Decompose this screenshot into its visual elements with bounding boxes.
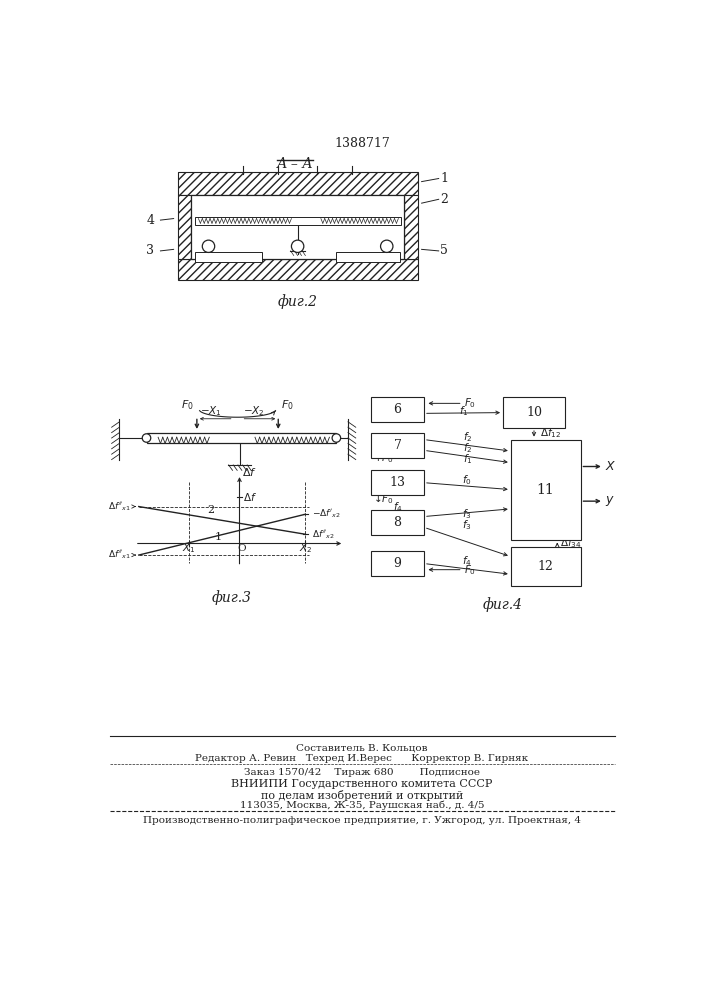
Bar	[193, 197, 402, 214]
Bar	[313, 197, 402, 225]
Bar	[146, 433, 337, 443]
Text: $F_0$: $F_0$	[464, 563, 477, 577]
Bar	[510, 440, 580, 540]
Circle shape	[291, 240, 304, 252]
Bar	[177, 195, 192, 259]
Text: 1: 1	[440, 172, 448, 185]
Text: $f_1$: $f_1$	[462, 452, 472, 466]
Text: 8: 8	[394, 516, 402, 529]
Bar	[371, 397, 424, 422]
Circle shape	[142, 434, 151, 442]
Text: $f_0$: $f_0$	[462, 473, 472, 487]
Text: Редактор А. Ревин   Техред И.Верес      Корректор В. Гирняк: Редактор А. Ревин Техред И.Верес Коррект…	[195, 754, 529, 763]
Text: $y$: $y$	[605, 494, 615, 508]
Text: $↑F_0$: $↑F_0$	[373, 451, 394, 465]
Text: 9: 9	[394, 557, 402, 570]
Text: 7: 7	[394, 439, 402, 452]
Text: $\Delta f$: $\Delta f$	[242, 466, 257, 478]
Bar	[177, 172, 418, 195]
Text: $\Delta f''_{x2}$: $\Delta f''_{x2}$	[312, 528, 334, 541]
Bar	[313, 197, 402, 225]
Bar	[371, 433, 424, 458]
Text: $-\Delta f'_{x2}$: $-\Delta f'_{x2}$	[312, 508, 340, 520]
Text: $f_3$: $f_3$	[462, 518, 472, 532]
Text: $F_0$: $F_0$	[181, 398, 194, 412]
Bar	[371, 510, 424, 535]
Text: 2: 2	[440, 193, 448, 206]
Text: $f_2$: $f_2$	[462, 441, 472, 455]
Bar	[194, 252, 262, 262]
Text: $X_2$: $X_2$	[298, 541, 312, 555]
Text: по делам изобретений и открытий: по делам изобретений и открытий	[261, 790, 463, 801]
Bar	[177, 259, 418, 280]
Text: $f_4$: $f_4$	[392, 500, 402, 514]
Text: Составитель В. Кольцов: Составитель В. Кольцов	[296, 744, 428, 753]
Text: Производственно-полиграфическое предприятие, г. Ужгород, ул. Проектная, 4: Производственно-полиграфическое предприя…	[143, 816, 581, 825]
Text: 1388717: 1388717	[334, 137, 390, 150]
Bar	[336, 252, 400, 262]
Text: $\Delta f_{12}$: $\Delta f_{12}$	[540, 426, 561, 440]
Text: $\Delta f''_{x1}$: $\Delta f''_{x1}$	[108, 549, 131, 561]
Text: $\Delta f$: $\Delta f$	[243, 491, 257, 503]
Text: фиг.2: фиг.2	[278, 294, 317, 309]
Text: 11: 11	[537, 483, 554, 497]
Circle shape	[202, 240, 215, 252]
Text: $\Delta f''_{x1}$: $\Delta f''_{x1}$	[108, 500, 131, 513]
Text: $X$: $X$	[605, 460, 617, 473]
Text: $\Delta f_{34}$: $\Delta f_{34}$	[559, 537, 581, 550]
Text: $F_0$: $F_0$	[464, 396, 477, 410]
Text: 12: 12	[538, 560, 554, 573]
Text: 6: 6	[394, 403, 402, 416]
Text: $-X_1$: $-X_1$	[200, 404, 222, 418]
Text: $f_4$: $f_4$	[462, 554, 472, 568]
Text: ВНИИПИ Государственного комитета СССР: ВНИИПИ Государственного комитета СССР	[231, 779, 493, 789]
Bar	[404, 195, 418, 259]
Text: А – А: А – А	[277, 157, 314, 171]
Bar	[177, 195, 192, 259]
Text: $F_0$: $F_0$	[281, 398, 294, 412]
Bar	[177, 259, 418, 280]
Bar	[371, 470, 424, 495]
Text: 13: 13	[390, 476, 406, 489]
Bar	[503, 397, 565, 428]
Text: $f_2$: $f_2$	[462, 430, 472, 444]
Circle shape	[380, 240, 393, 252]
Bar	[404, 195, 418, 259]
Text: 113035, Москва, Ж-35, Раушская наб., д. 4/5: 113035, Москва, Ж-35, Раушская наб., д. …	[240, 801, 484, 810]
Text: 2: 2	[207, 505, 214, 515]
Bar	[193, 197, 402, 214]
Text: 4: 4	[146, 214, 154, 227]
Text: фиг.4: фиг.4	[483, 597, 523, 612]
Text: 5: 5	[440, 244, 448, 257]
Text: 1: 1	[215, 532, 222, 542]
Text: Заказ 1570/42    Тираж 680        Подписное: Заказ 1570/42 Тираж 680 Подписное	[244, 768, 480, 777]
Text: 10: 10	[526, 406, 542, 419]
Text: $-X_2$: $-X_2$	[243, 404, 264, 418]
Bar	[194, 217, 401, 225]
Text: $X_1$: $X_1$	[182, 541, 196, 555]
Circle shape	[332, 434, 341, 442]
Text: фиг.3: фиг.3	[212, 590, 252, 605]
Text: 3: 3	[146, 244, 154, 257]
Text: O: O	[238, 544, 246, 553]
Bar	[371, 551, 424, 576]
Bar	[510, 547, 580, 586]
Bar	[177, 172, 418, 195]
Text: $f_1$: $f_1$	[459, 404, 468, 418]
Text: $f_3$: $f_3$	[462, 507, 472, 521]
Text: $↓F_0$: $↓F_0$	[373, 493, 394, 506]
Bar	[192, 195, 404, 259]
